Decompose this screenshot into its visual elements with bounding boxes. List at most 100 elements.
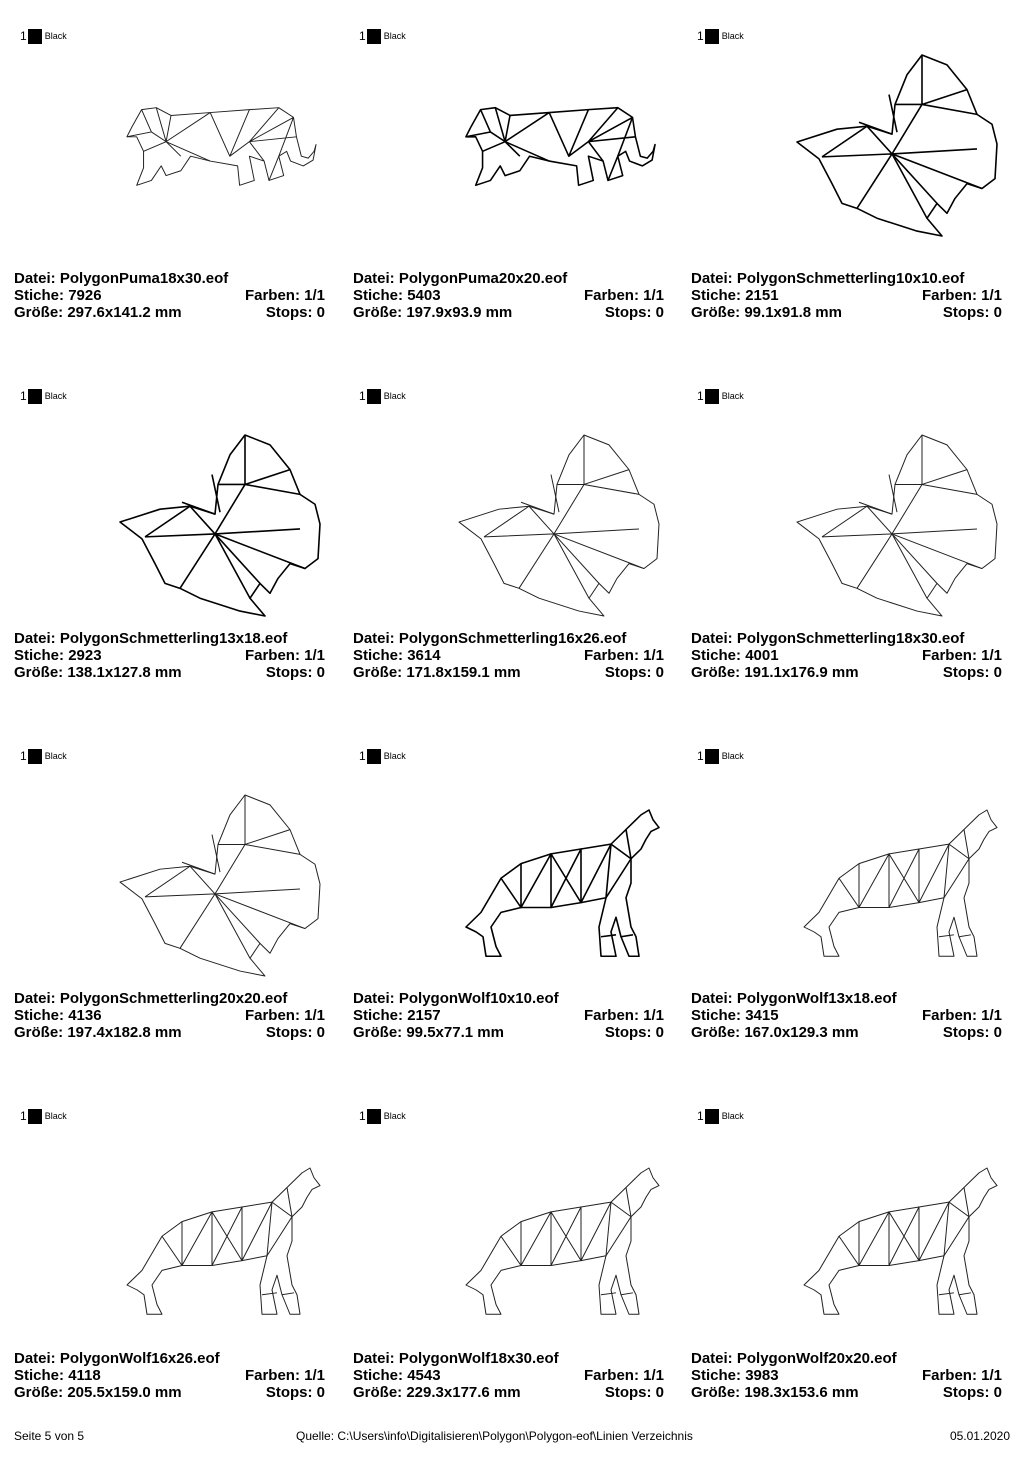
design-info: Datei: PolygonSchmetterling20x20.eof Stic… [14,990,325,1041]
stitches-line: Stiche: 3983 [691,1367,779,1384]
stitches-line: Stiche: 2923 [14,647,102,664]
file-line: Datei: PolygonPuma18x30.eof [14,270,325,287]
design-info: Datei: PolygonSchmetterling16x26.eof Stic… [353,630,664,681]
stops-label: Stops: [604,1024,652,1041]
colors-label: Farben: [921,1007,977,1024]
design-card: 1 Black Datei: PolygonWolf20x20.eof Stiche:… [691,1100,1003,1460]
stitches-line: Stiche: 4001 [691,647,779,664]
file-line: Datei: PolygonWolf20x20.eof [691,1350,1002,1367]
color-name: Black [383,31,406,41]
stops-line: Stops: 0 [605,1384,664,1401]
colors-line: Farben: 1/1 [922,1007,1002,1024]
file-name: PolygonWolf10x10.eof [398,990,559,1007]
file-line: Datei: PolygonSchmetterling10x10.eof [691,270,1002,287]
colors-label: Farben: [244,1007,300,1024]
stops-line: Stops: 0 [943,1024,1002,1041]
file-line: Datei: PolygonSchmetterling13x18.eof [14,630,325,647]
stops-label: Stops: [942,1384,990,1401]
size-line: Größe: 197.4x182.8 mm [14,1024,182,1041]
color-count: 1/1 [304,1007,325,1024]
file-line: Datei: PolygonWolf10x10.eof [353,990,664,1007]
color-index: 1 [359,1109,366,1123]
source-path: Quelle: C:\Users\info\Digitalisieren\Pol… [296,1429,693,1443]
color-count: 1/1 [643,1367,664,1384]
color-name: Black [44,391,67,401]
file-label: Datei: [353,990,395,1007]
stop-count: 0 [655,1384,664,1401]
color-swatch [366,748,381,764]
design-size: 99.5x77.1 mm [406,1024,504,1041]
color-count: 1/1 [981,287,1002,304]
design-info: Datei: PolygonSchmetterling18x30.eof Stic… [691,630,1002,681]
color-count: 1/1 [643,1007,664,1024]
design-card: 1 Black Datei: PolygonPuma18x30.eof Stiche:… [14,20,326,380]
stitch-count: 2923 [68,647,102,664]
size-label: Größe: [691,304,741,321]
stitch-count: 3983 [745,1367,779,1384]
file-label: Datei: [14,270,56,287]
size-line: Größe: 229.3x177.6 mm [353,1384,521,1401]
wolf-design-preview [799,809,999,966]
color-swatch [366,28,381,44]
color-swatch [27,388,42,404]
file-label: Datei: [353,630,395,647]
stop-count: 0 [993,304,1002,321]
stitches-label: Stiche: [691,287,742,304]
design-info: Datei: PolygonSchmetterling13x18.eof Stic… [14,630,325,681]
stitch-count: 7926 [68,287,102,304]
file-name: PolygonPuma18x30.eof [59,270,229,287]
file-name: PolygonSchmetterling10x10.eof [736,270,965,287]
file-name: PolygonSchmetterling18x30.eof [736,630,965,647]
stitches-label: Stiche: [691,1367,742,1384]
design-info: Datei: PolygonPuma20x20.eof Stiche: 5403 F… [353,270,664,321]
butterfly-design-preview [796,54,998,238]
design-size: 297.6x141.2 mm [67,304,182,321]
colors-line: Farben: 1/1 [245,1007,325,1024]
stops-label: Stops: [604,304,652,321]
size-line: Größe: 197.9x93.9 mm [353,304,512,321]
stops-label: Stops: [265,1384,313,1401]
colors-label: Farben: [244,1367,300,1384]
thread-color-legend: 1 Black [20,388,67,404]
stitches-line: Stiche: 2151 [691,287,779,304]
color-swatch [704,748,719,764]
design-info: Datei: PolygonSchmetterling10x10.eof Stic… [691,270,1002,321]
stitches-label: Stiche: [14,1367,65,1384]
color-name: Black [721,31,744,41]
color-name: Black [44,31,67,41]
size-label: Größe: [691,1024,741,1041]
stitch-lines [838,1187,972,1296]
color-name: Black [383,391,406,401]
stitches-label: Stiche: [353,287,404,304]
color-swatch [704,1108,719,1124]
wolf-design-preview [461,809,661,966]
stitch-count: 2157 [407,1007,441,1024]
colors-line: Farben: 1/1 [584,287,664,304]
thread-color-legend: 1 Black [359,748,406,764]
design-card: 1 Black Datei: PolygonPuma20x20.eof Stiche:… [353,20,665,380]
file-label: Datei: [691,270,733,287]
size-label: Größe: [353,1384,403,1401]
file-label: Datei: [691,990,733,1007]
butterfly-design-preview [796,434,998,618]
size-line: Größe: 99.1x91.8 mm [691,304,842,321]
stitches-line: Stiche: 4543 [353,1367,441,1384]
size-line: Größe: 99.5x77.1 mm [353,1024,504,1041]
design-info: Datei: PolygonWolf20x20.eof Stiche: 3983 F… [691,1350,1002,1401]
wolf-design-preview [799,1167,999,1324]
colors-label: Farben: [921,647,977,664]
stitches-line: Stiche: 3415 [691,1007,779,1024]
color-name: Black [721,751,744,761]
stitches-label: Stiche: [691,647,742,664]
outline [126,1167,321,1315]
outline [465,1167,660,1315]
design-info: Datei: PolygonWolf18x30.eof Stiche: 4543 F… [353,1350,664,1401]
size-label: Größe: [14,664,64,681]
stitches-line: Stiche: 4118 [14,1367,101,1384]
stitch-lines [500,1187,634,1296]
page-number: Seite 5 von 5 [14,1429,85,1443]
stops-line: Stops: 0 [605,304,664,321]
design-card: 1 Black Datei: PolygonSchmetterling20x20.e… [14,740,326,1100]
stops-label: Stops: [604,664,652,681]
stops-label: Stops: [265,664,313,681]
